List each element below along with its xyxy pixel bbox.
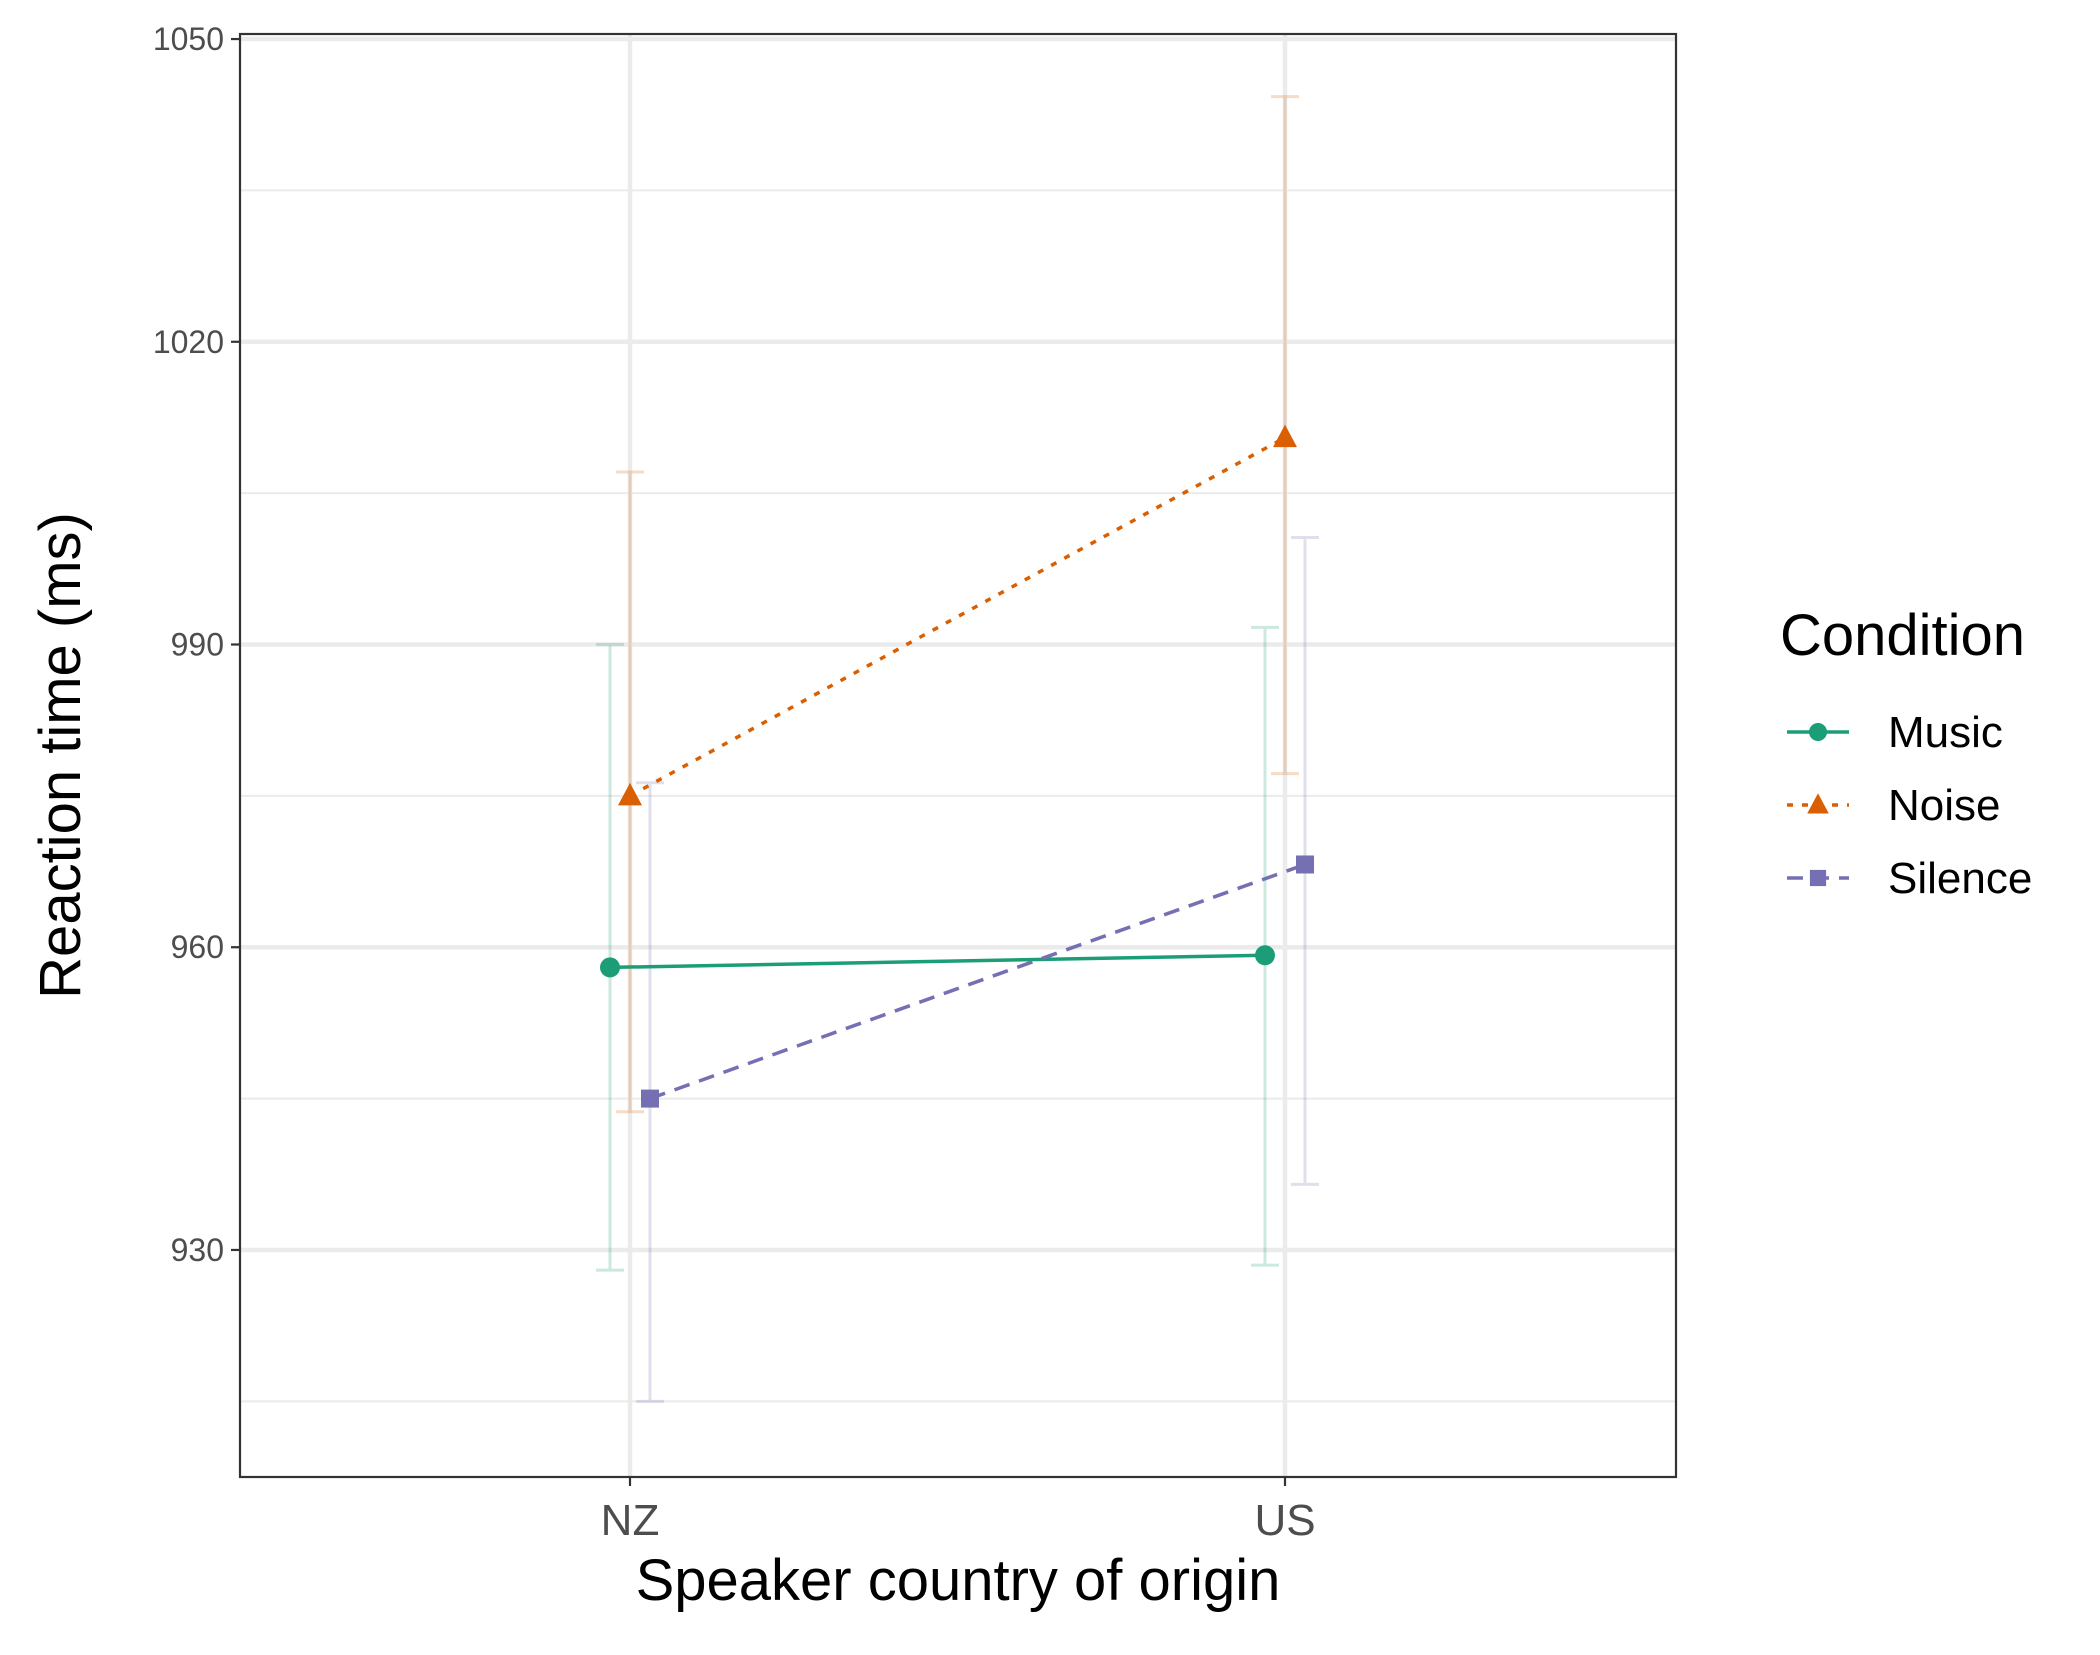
plot-panel-border (238, 32, 1678, 1479)
series-line-silence (649, 862, 1306, 1101)
series-points (600, 424, 1314, 1108)
grid (240, 34, 1676, 1477)
data-point-silence (641, 1089, 659, 1108)
data-point-silence (1296, 855, 1314, 874)
legend-key-marker (1809, 723, 1827, 741)
x-tick-label: NZ (601, 1496, 660, 1545)
legend-label: Music (1888, 708, 2003, 757)
legend-key-marker (1809, 869, 1827, 887)
series-line-music (609, 953, 1266, 970)
legend-item-silence: Silence (1787, 854, 2032, 903)
series-lines (609, 436, 1306, 1101)
axes: 930 960 990 1020 1050 NZ US (153, 21, 1316, 1545)
x-axis-title: Speaker country of origin (636, 1548, 1281, 1613)
data-point-music (600, 957, 620, 978)
x-tick-label: US (1254, 1496, 1315, 1545)
legend-label: Silence (1888, 854, 2032, 903)
y-tick-label: 990 (171, 627, 224, 663)
legend-item-music: Music (1787, 708, 2003, 757)
data-point-music (1255, 945, 1275, 966)
y-tick-label: 1050 (153, 21, 224, 57)
y-tick-label: 1020 (153, 324, 224, 360)
y-tick-label: 960 (171, 929, 224, 965)
legend-key-marker (1807, 793, 1829, 814)
data-point-noise (618, 782, 642, 806)
legend: Condition Music Noise Silence (1780, 603, 2032, 903)
legend-item-noise: Noise (1787, 781, 2001, 830)
data-point-noise (1273, 424, 1297, 448)
series-line-noise (629, 436, 1286, 798)
error-bar-music (596, 643, 624, 1272)
legend-title: Condition (1780, 603, 2025, 668)
legend-label: Noise (1888, 781, 2001, 830)
y-tick-label: 930 (171, 1232, 224, 1268)
y-axis-title: Reaction time (ms) (28, 512, 93, 999)
